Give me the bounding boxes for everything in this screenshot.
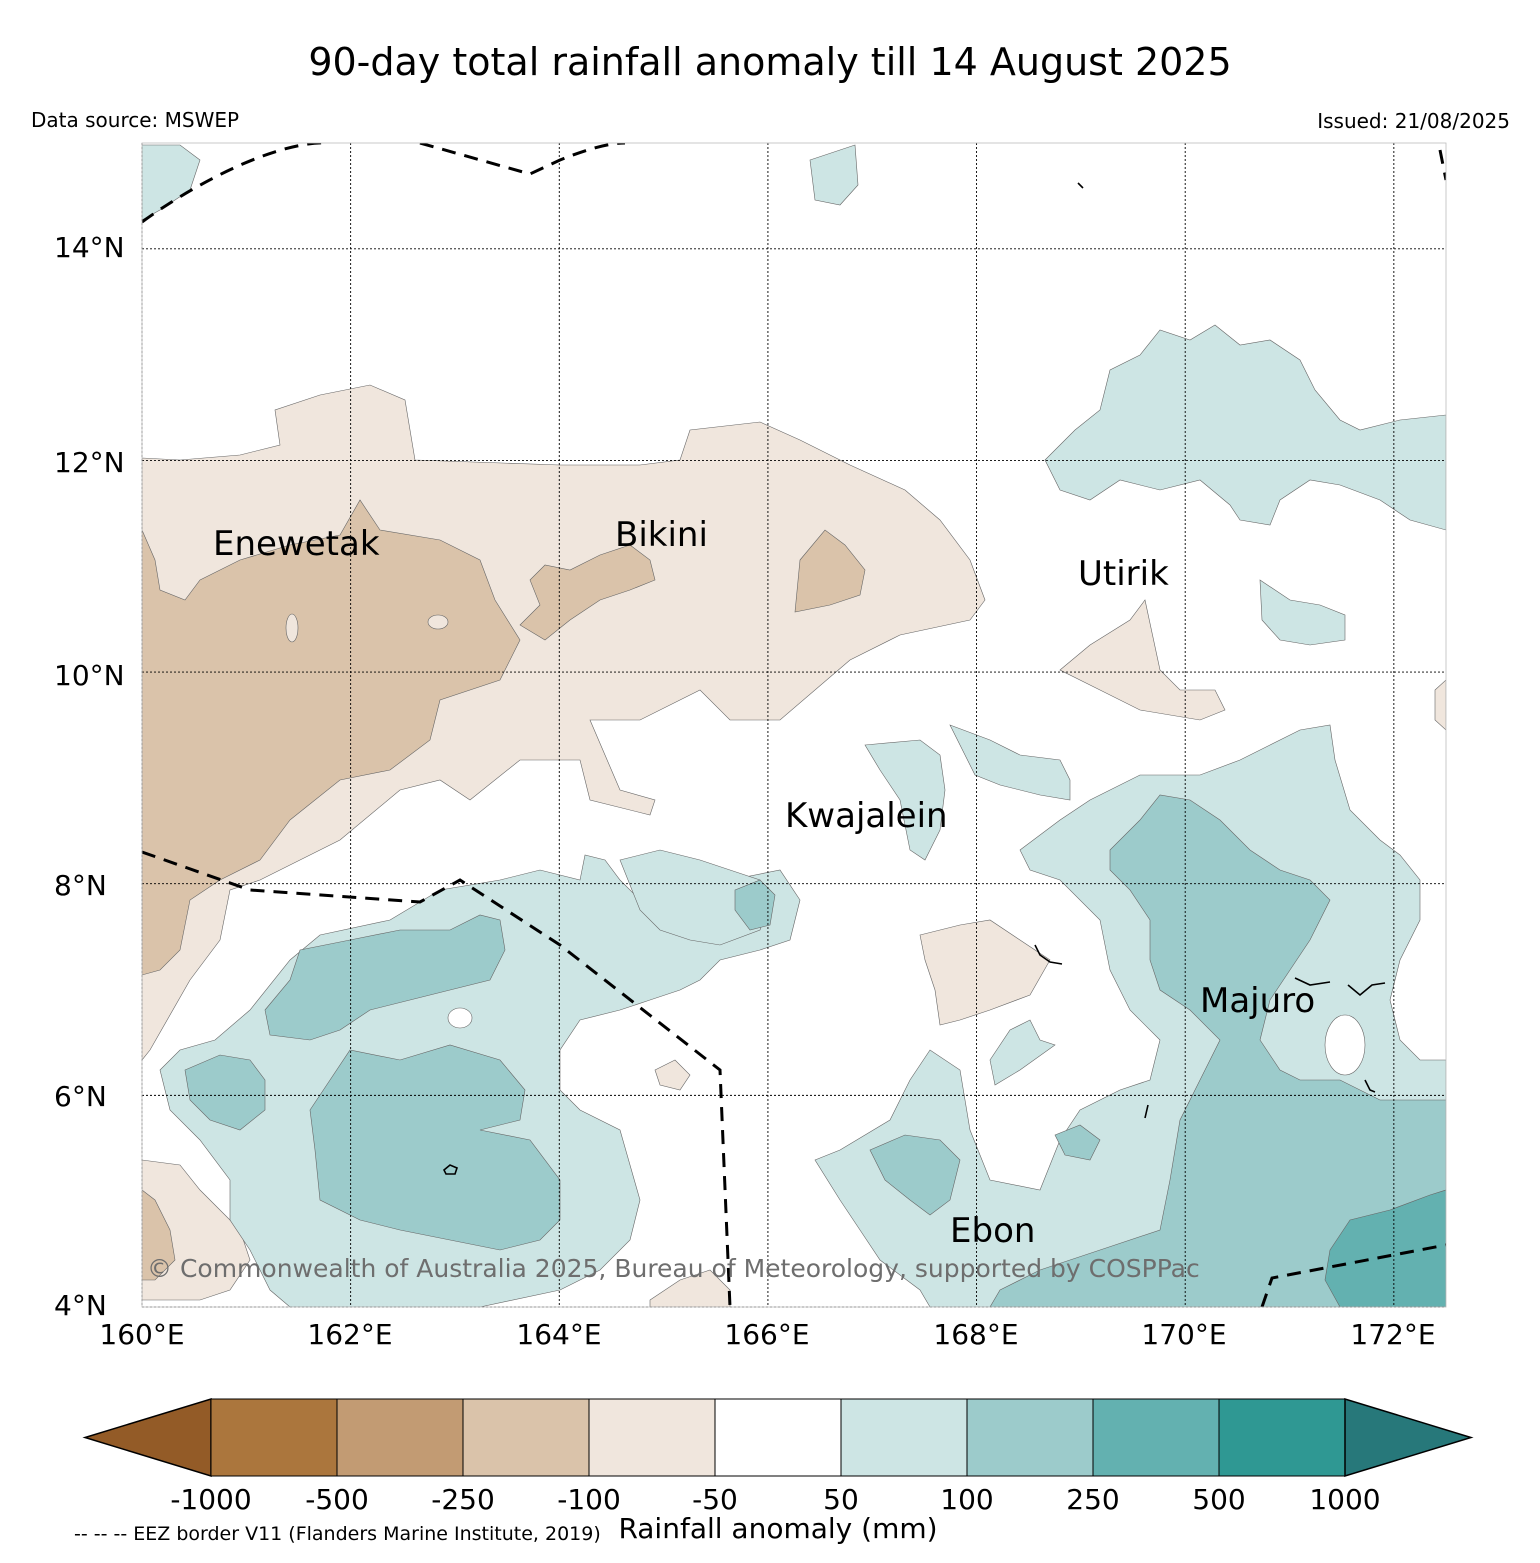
colorbar-swatch: [840, 1398, 968, 1477]
map-title: 90-day total rainfall anomaly till 14 Au…: [308, 40, 1232, 84]
dry-area-light: [919, 919, 1051, 1026]
lon-label-168e: 168°E: [933, 1318, 1019, 1351]
dry-area-medium: [142, 1189, 176, 1281]
dry-area-light: [654, 1059, 691, 1091]
place-label-kwajalein: Kwajalein: [785, 796, 948, 836]
dry-area-medium: [519, 544, 656, 641]
wet-area-medium: [989, 794, 1446, 1307]
colorbar-swatch: [210, 1398, 338, 1477]
colorbar-swatch: [1092, 1398, 1220, 1477]
dry-area-medium: [794, 529, 866, 613]
island-outlines: [443, 182, 1386, 1175]
lon-label-162e: 162°E: [307, 1318, 393, 1351]
dry-area-hole: [427, 614, 449, 630]
colorbar-tick: -500: [305, 1483, 369, 1516]
wet-area-medium: [734, 879, 776, 931]
lat-label-6n: 6°N: [54, 1080, 107, 1113]
colorbar-swatch: [966, 1398, 1094, 1477]
wet-area-medium: [264, 914, 506, 1041]
wet-area-light: [1259, 579, 1346, 646]
colorbar-tick: -50: [692, 1483, 738, 1516]
map-frame: [141, 142, 1447, 1308]
colorbar-swatch: [588, 1398, 716, 1477]
data-source-label: Data source: MSWEP: [31, 108, 240, 132]
lat-label-12n: 12°N: [54, 446, 125, 479]
lon-label-160e: 160°E: [99, 1318, 185, 1351]
issued-date-label: Issued: 21/08/2025: [1317, 109, 1510, 133]
wet-area-medium: [1054, 1124, 1101, 1161]
dry-area-medium: [142, 499, 521, 976]
wet-area-medium: [184, 1054, 266, 1131]
dry-area-light: [649, 1269, 731, 1307]
lat-label-10n: 10°N: [54, 659, 125, 692]
wet-area-light: [949, 724, 1071, 801]
place-label-majuro: Majuro: [1200, 981, 1316, 1021]
colorbar-extend-high: [1344, 1397, 1474, 1478]
colorbar-tick: 500: [1192, 1483, 1246, 1516]
lat-label-14n: 14°N: [54, 231, 125, 264]
dry-area-light: [1434, 679, 1446, 731]
colorbar-title: Rainfall anomaly (mm): [618, 1512, 938, 1545]
colorbar-tick: -250: [431, 1483, 495, 1516]
normal-area-hole: [447, 1007, 473, 1029]
copyright-notice: © Commonwealth of Australia 2025, Bureau…: [147, 1254, 1200, 1283]
colorbar-tick: -1000: [170, 1483, 252, 1516]
wet-area-light: [864, 739, 946, 861]
wet-area-medium: [309, 1044, 561, 1251]
colorbar-swatch: [1218, 1398, 1346, 1477]
colorbar-tick: 1000: [1309, 1483, 1381, 1516]
place-label-bikini: Bikini: [615, 515, 708, 555]
lat-label-4n: 4°N: [54, 1289, 107, 1322]
place-label-ebon: Ebon: [950, 1211, 1036, 1251]
wet-area-medium: [869, 1134, 961, 1216]
dry-area-hole: [285, 613, 299, 643]
colorbar-tick: -100: [557, 1483, 621, 1516]
lon-label-170e: 170°E: [1141, 1318, 1227, 1351]
colorbar-swatch: [462, 1398, 590, 1477]
colorbar-tick: 50: [823, 1483, 859, 1516]
colorbar-swatch: [336, 1398, 464, 1477]
dry-area-light: [1059, 599, 1226, 721]
wet-area-light: [809, 144, 859, 206]
lon-label-166e: 166°E: [724, 1318, 810, 1351]
place-label-enewetak: Enewetak: [213, 524, 380, 564]
wet-area-dark: [1324, 1189, 1446, 1307]
colorbar: [82, 1397, 1474, 1478]
place-label-utirik: Utirik: [1078, 554, 1169, 594]
eez-legend-note: -- -- -- EEZ border V11 (Flanders Marine…: [74, 1523, 601, 1545]
colorbar-extend-low: [82, 1397, 212, 1478]
colorbar-swatch: [714, 1398, 842, 1477]
wet-area-light: [989, 1019, 1056, 1086]
normal-area-hole: [1324, 1014, 1366, 1076]
colorbar-tick: 100: [940, 1483, 994, 1516]
lon-label-172e: 172°E: [1350, 1318, 1436, 1351]
lon-label-164e: 164°E: [516, 1318, 602, 1351]
colorbar-tick: 250: [1066, 1483, 1120, 1516]
wet-area-light: [1044, 324, 1446, 531]
lat-label-8n: 8°N: [54, 869, 107, 902]
